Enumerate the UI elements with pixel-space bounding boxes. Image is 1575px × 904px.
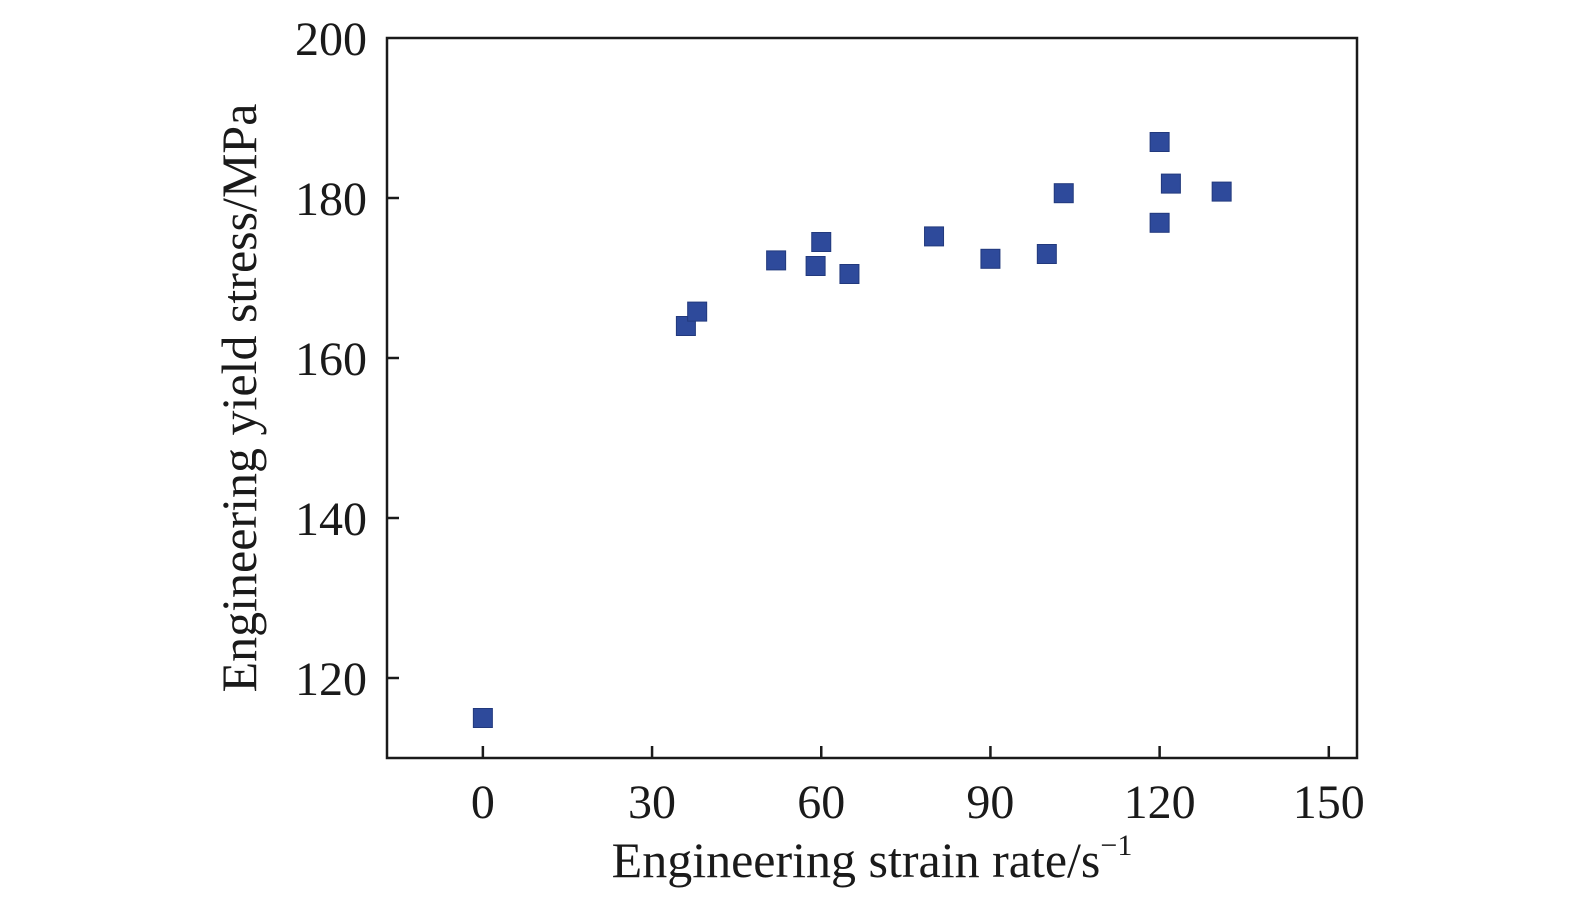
x-axis-title: Engineering strain rate/s−1 <box>612 829 1133 888</box>
data-point <box>924 226 945 247</box>
data-point <box>1149 212 1170 233</box>
data-point <box>805 256 826 276</box>
y-tick-label: 140 <box>295 493 367 546</box>
x-axis-ticks: 0 30 60 90 120 150 <box>471 746 1365 829</box>
data-point <box>1211 181 1232 202</box>
data-point <box>1160 173 1181 194</box>
data-point <box>811 232 832 252</box>
data-point <box>687 301 708 322</box>
y-tick-label: 200 <box>295 13 367 66</box>
y-axis-title: Engineering yield stress/MPa <box>211 104 267 693</box>
x-tick-label: 0 <box>471 776 495 829</box>
data-point <box>1149 132 1170 152</box>
x-tick-label: 90 <box>966 776 1014 829</box>
data-points <box>472 132 1232 728</box>
plot-frame <box>385 36 1359 760</box>
x-tick-label: 150 <box>1293 776 1365 829</box>
y-tick-label: 180 <box>295 173 367 226</box>
data-point <box>980 248 1001 269</box>
x-tick-label: 30 <box>628 776 676 829</box>
data-point <box>766 250 787 271</box>
data-point <box>839 264 860 284</box>
x-axis-title-superscript: −1 <box>1100 829 1132 862</box>
data-point <box>1036 244 1057 264</box>
y-axis-ticks: 120 140 160 180 200 <box>295 13 399 706</box>
x-axis-title-main: Engineering strain rate/s <box>612 832 1101 888</box>
y-tick-label: 120 <box>295 653 367 706</box>
x-tick-label: 60 <box>797 776 845 829</box>
data-point <box>472 708 493 728</box>
data-point <box>1053 183 1074 204</box>
y-tick-label: 160 <box>295 333 367 386</box>
x-tick-label: 120 <box>1124 776 1196 829</box>
